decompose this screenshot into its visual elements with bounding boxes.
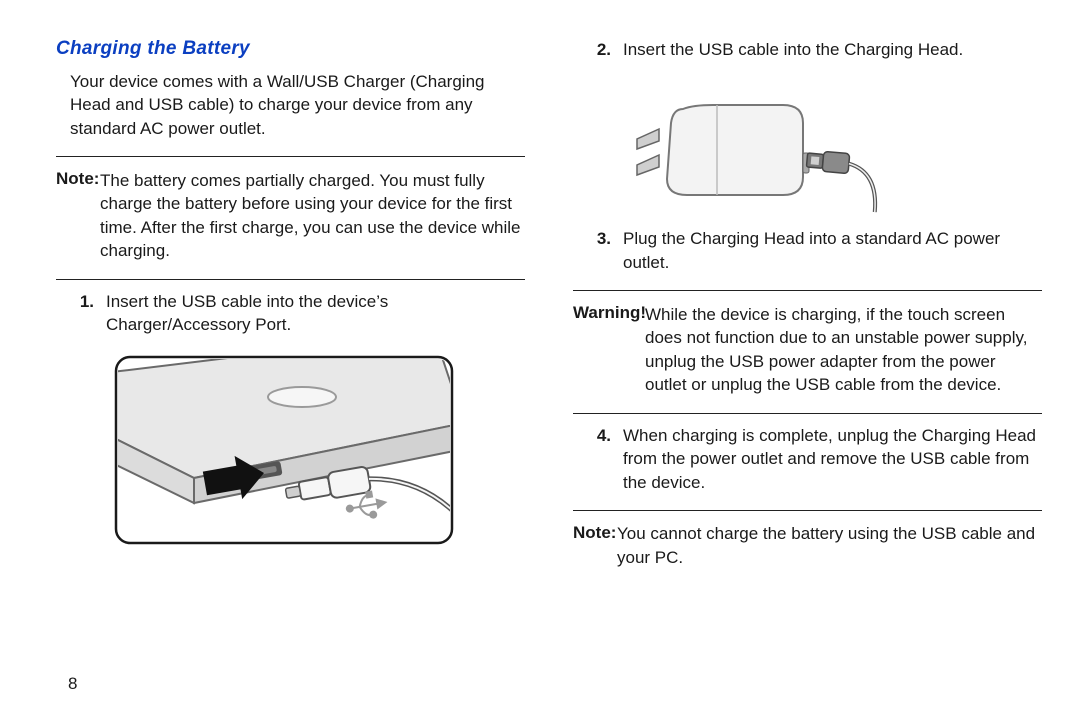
divider <box>56 156 525 157</box>
step-4: 4. When charging is complete, unplug the… <box>573 424 1042 494</box>
note-label: Note: <box>56 169 99 188</box>
step-text: Plug the Charging Head into a standard A… <box>623 227 1042 274</box>
figure-usb-into-head <box>623 79 1042 219</box>
step-text: When charging is complete, unplug the Ch… <box>623 424 1042 494</box>
warning-label: Warning! <box>573 303 646 322</box>
step-2: 2. Insert the USB cable into the Chargin… <box>573 38 1042 61</box>
step-text: Insert the USB cable into the Charging H… <box>623 38 1042 61</box>
warning-block: Warning! While the device is charging, i… <box>573 301 1042 396</box>
section-heading: Charging the Battery <box>56 38 525 60</box>
note-text: You cannot charge the battery using the … <box>617 522 1038 569</box>
divider <box>573 510 1042 511</box>
divider <box>573 413 1042 414</box>
step-1: 1. Insert the USB cable into the device’… <box>56 290 525 337</box>
warning-text: While the device is charging, if the tou… <box>645 303 1038 397</box>
left-column: Charging the Battery Your device comes w… <box>56 38 525 700</box>
manual-page: Charging the Battery Your device comes w… <box>0 0 1080 720</box>
step-number: 2. <box>573 38 623 61</box>
note-block: Note: The battery comes partially charge… <box>56 167 525 262</box>
divider <box>56 279 525 280</box>
note-text: The battery comes partially charged. You… <box>100 169 521 263</box>
divider <box>573 290 1042 291</box>
step-text: Insert the USB cable into the device’s C… <box>106 290 525 337</box>
step-number: 3. <box>573 227 623 274</box>
step-number: 1. <box>56 290 106 337</box>
note-block-2: Note: You cannot charge the battery usin… <box>573 521 1042 569</box>
step-3: 3. Plug the Charging Head into a standar… <box>573 227 1042 274</box>
intro-paragraph: Your device comes with a Wall/USB Charge… <box>56 70 525 140</box>
step-number: 4. <box>573 424 623 494</box>
page-number: 8 <box>68 674 77 694</box>
note-label: Note: <box>573 523 616 542</box>
right-column: 2. Insert the USB cable into the Chargin… <box>573 38 1042 700</box>
figure-usb-into-device <box>114 355 525 545</box>
